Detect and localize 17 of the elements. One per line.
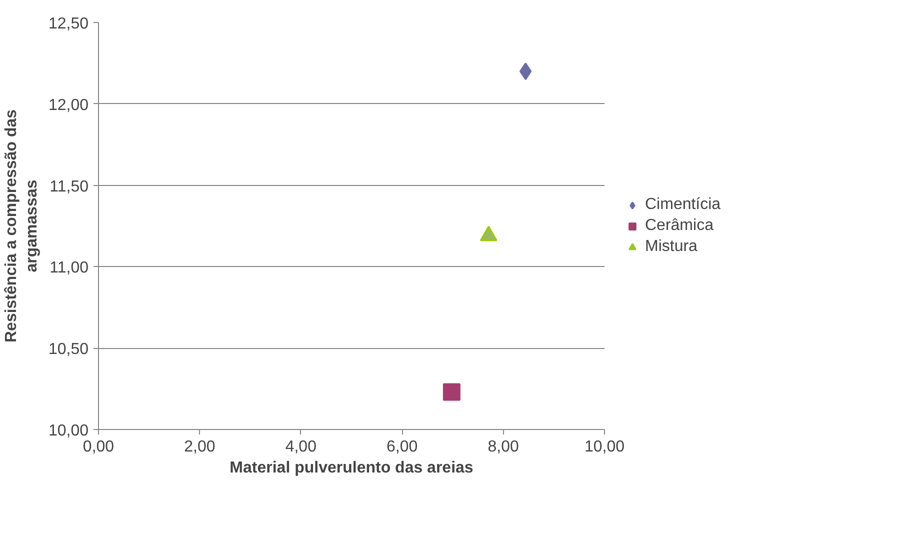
y-tick-label: 11,50	[50, 178, 89, 196]
legend-label: Cimentícia	[645, 196, 721, 214]
y-axis-title: Resistência a compressão das argamassas	[3, 109, 40, 343]
x-tick-label: 2,00	[184, 438, 216, 456]
y-tick-label: 11,00	[50, 260, 89, 277]
y-tick-label: 10,50	[48, 341, 89, 358]
x-tick-label: 6,00	[386, 438, 418, 456]
legend-label: Mistura	[645, 238, 698, 256]
x-tick-label: 10,00	[584, 438, 625, 456]
x-tick-label: 4,00	[285, 438, 317, 456]
y-tick-label: 12,00	[48, 96, 89, 114]
x-tick-label: 8,00	[488, 438, 519, 456]
y-tick-label: 10,00	[48, 422, 89, 440]
x-axis-title: Material pulverulento das areias	[230, 460, 474, 476]
legend-label: Cerâmica	[645, 216, 714, 234]
y-tick-label: 12,50	[48, 16, 89, 32]
x-tick-label: 0,00	[82, 438, 114, 456]
